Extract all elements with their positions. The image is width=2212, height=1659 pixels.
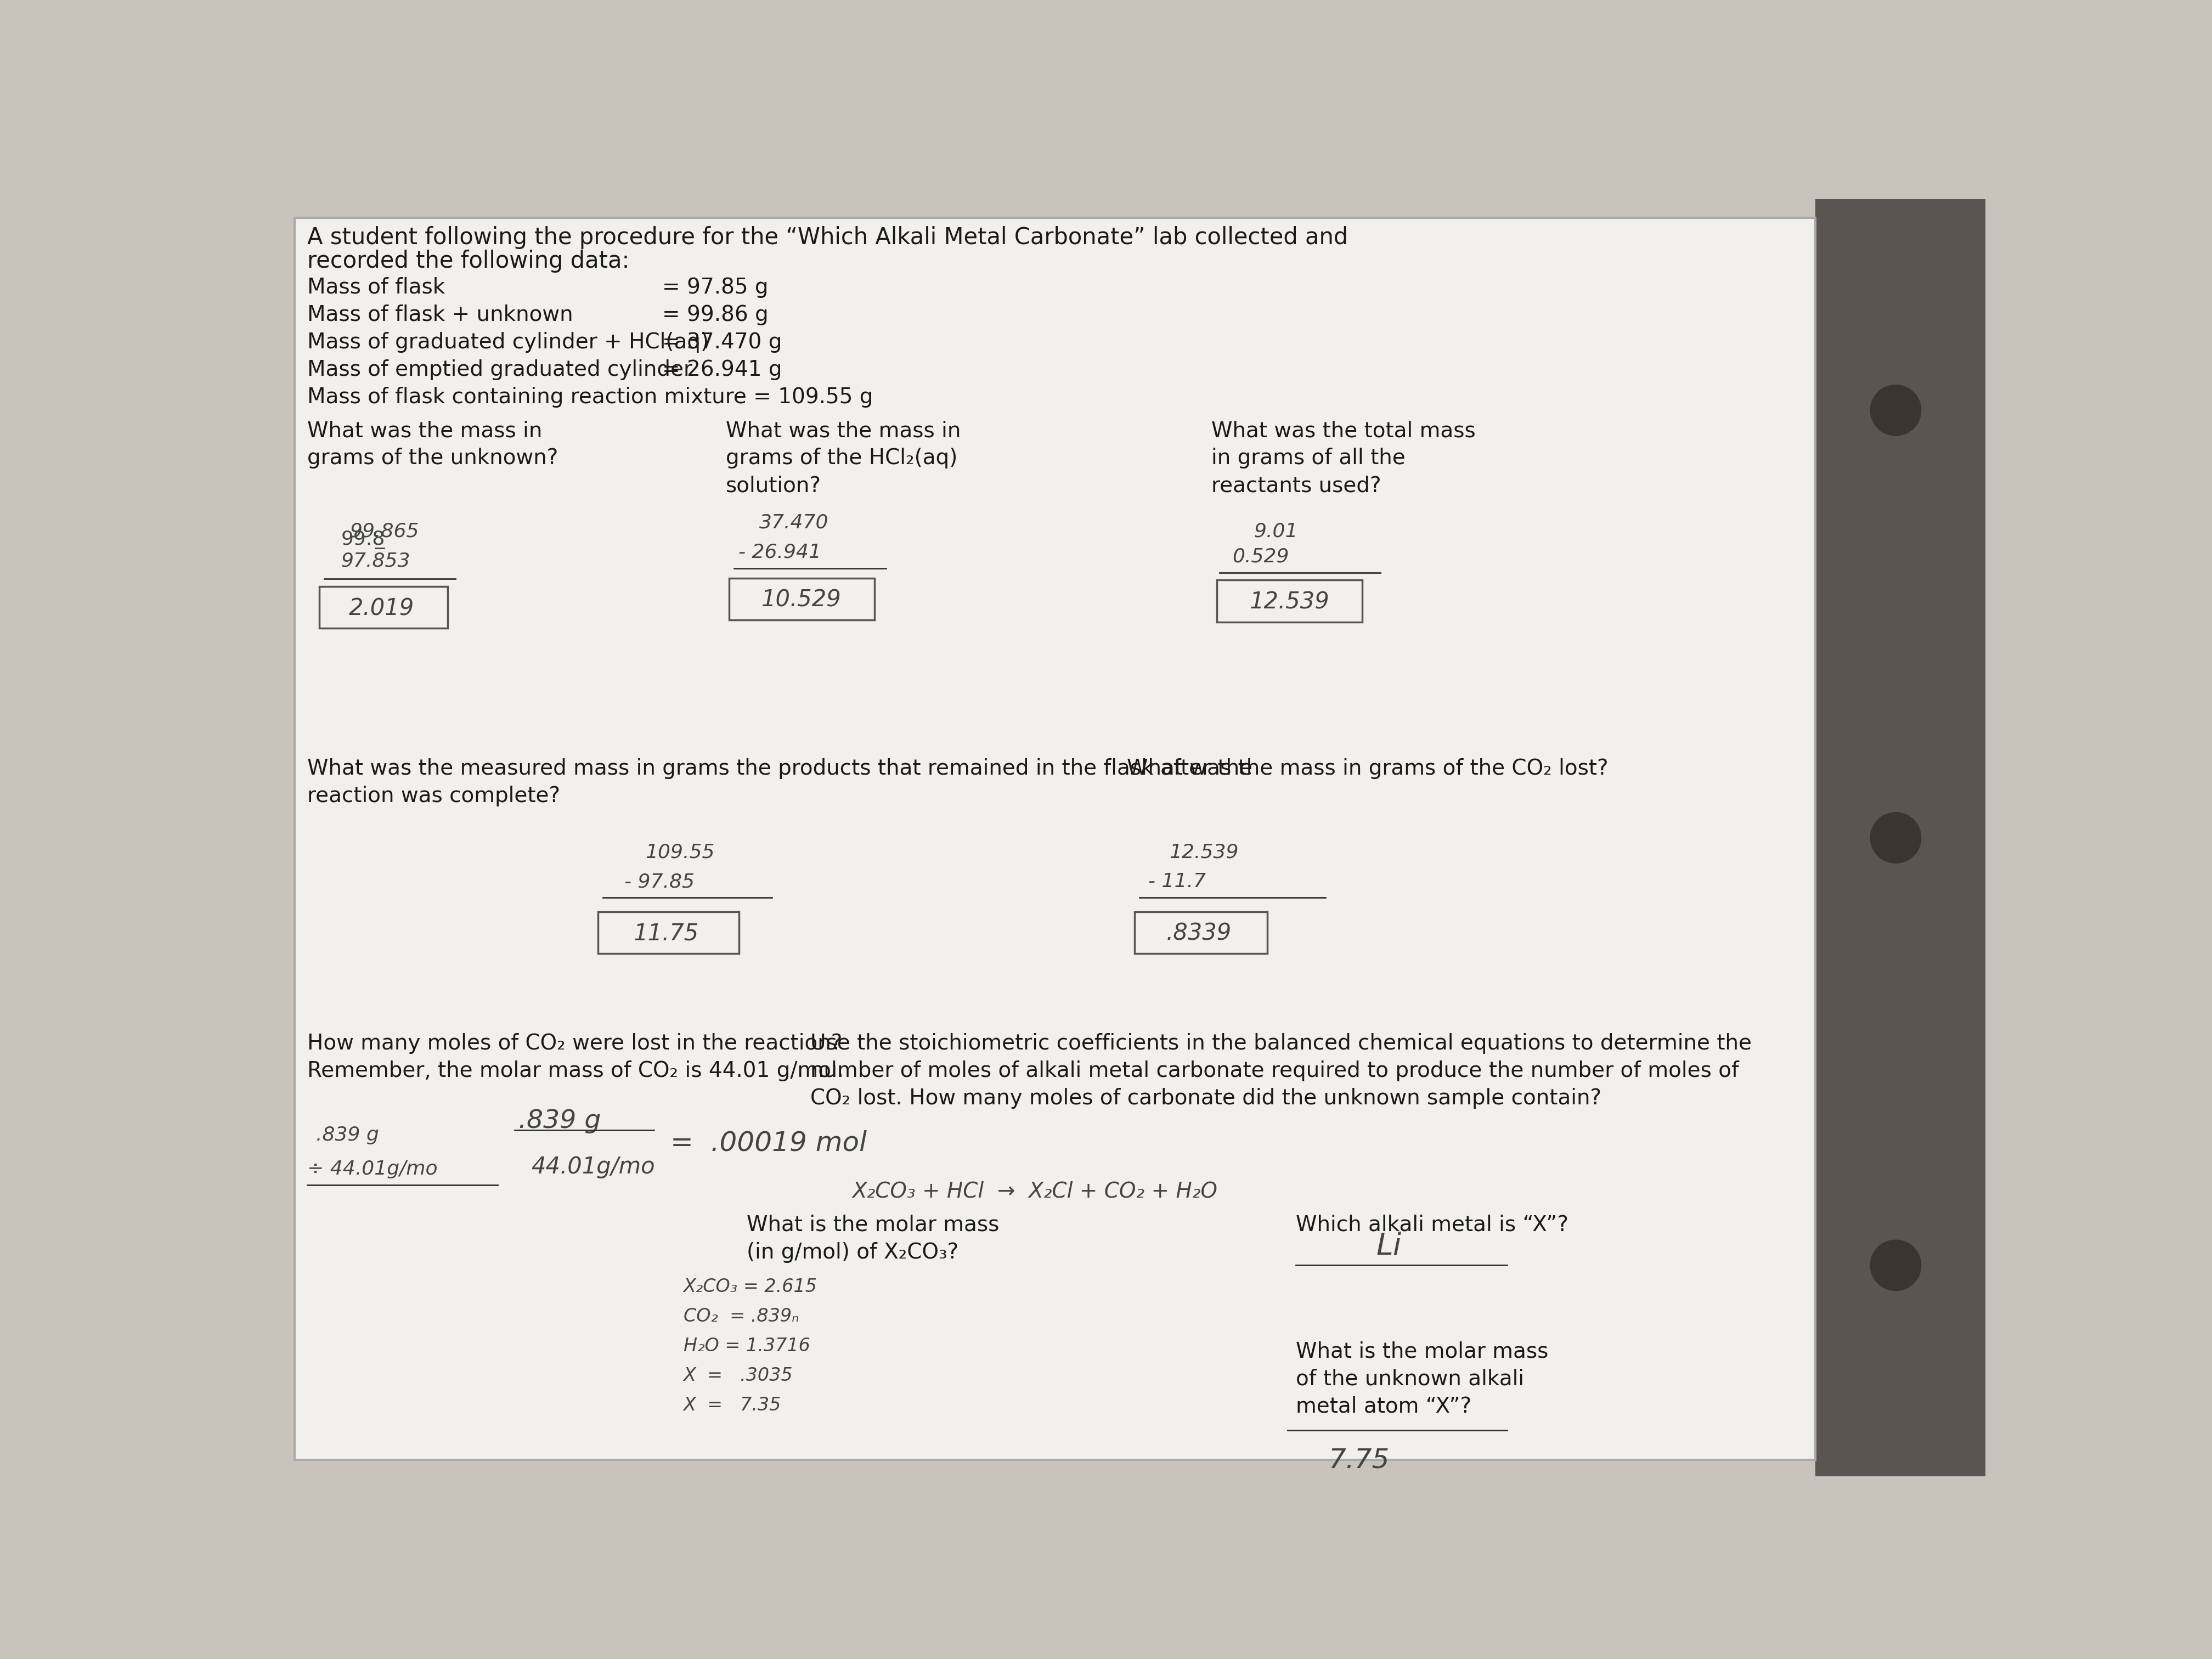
Text: 12.539: 12.539 <box>1170 843 1239 861</box>
Text: X₂CO₃ + HCl  →  X₂Cl + CO₂ + H₂O: X₂CO₃ + HCl → X₂Cl + CO₂ + H₂O <box>852 1181 1217 1201</box>
Text: 0.529: 0.529 <box>1232 547 1290 566</box>
Text: What is the molar mass
of the unknown alkali
metal atom “X”?: What is the molar mass of the unknown al… <box>1296 1342 1548 1417</box>
Text: - 26.941: - 26.941 <box>739 542 821 562</box>
Text: Mass of emptied graduated cylinder: Mass of emptied graduated cylinder <box>307 360 692 380</box>
Text: - 11.7: - 11.7 <box>1148 873 1206 891</box>
Text: Which alkali metal is “X”?: Which alkali metal is “X”? <box>1296 1214 1568 1236</box>
Bar <box>294 217 1816 1460</box>
Text: = 37.470 g: = 37.470 g <box>661 332 783 353</box>
Text: 99.865: 99.865 <box>349 523 418 541</box>
Text: 12.539: 12.539 <box>1250 591 1329 614</box>
Text: 2.019: 2.019 <box>349 597 414 620</box>
Text: 10.529: 10.529 <box>761 589 841 612</box>
Text: What was the mass in
grams of the HCl₂(aq)
solution?: What was the mass in grams of the HCl₂(a… <box>726 420 960 496</box>
Circle shape <box>1871 813 1920 863</box>
Text: What was the mass in
grams of the unknown?: What was the mass in grams of the unknow… <box>307 420 557 469</box>
Text: H₂O = 1.3716: H₂O = 1.3716 <box>684 1337 810 1355</box>
Text: .8339: .8339 <box>1166 922 1232 946</box>
Text: Mass of graduated cylinder + HCl(aq): Mass of graduated cylinder + HCl(aq) <box>307 332 710 353</box>
Text: What is the molar mass
(in g/mol) of X₂CO₃?: What is the molar mass (in g/mol) of X₂C… <box>748 1214 1000 1262</box>
Text: 44.01g/mo: 44.01g/mo <box>531 1155 655 1178</box>
Text: X₂CO₃ = 2.615: X₂CO₃ = 2.615 <box>684 1277 816 1296</box>
Text: How many moles of CO₂ were lost in the reaction?
Remember, the molar mass of CO₂: How many moles of CO₂ were lost in the r… <box>307 1034 845 1082</box>
Text: 97.853: 97.853 <box>341 551 411 571</box>
Circle shape <box>1871 385 1920 436</box>
Text: Mass of flask containing reaction mixture = 109.55 g: Mass of flask containing reaction mixtur… <box>307 387 874 408</box>
Text: 109.55: 109.55 <box>646 843 714 861</box>
Circle shape <box>1871 1239 1920 1291</box>
Text: X  =   7.35: X = 7.35 <box>684 1397 781 1415</box>
Text: 9.01: 9.01 <box>1254 523 1298 541</box>
Bar <box>1816 199 1984 1477</box>
Text: CO₂  = .839ₙ: CO₂ = .839ₙ <box>684 1307 799 1326</box>
Text: = 99.86 g: = 99.86 g <box>661 304 768 325</box>
Text: Li: Li <box>1376 1231 1402 1261</box>
Text: - 97.85: - 97.85 <box>624 873 695 891</box>
Text: A student following the procedure for the “Which Alkali Metal Carbonate” lab col: A student following the procedure for th… <box>307 226 1349 249</box>
Text: X  =   .3035: X = .3035 <box>684 1367 792 1385</box>
Text: =  .00019 mol: = .00019 mol <box>670 1130 867 1156</box>
Text: recorded the following data:: recorded the following data: <box>307 249 630 272</box>
Text: .839 g: .839 g <box>518 1108 602 1133</box>
Text: ÷ 44.01g/mo: ÷ 44.01g/mo <box>307 1160 438 1178</box>
Text: 11.75: 11.75 <box>633 922 699 946</box>
Text: .839 g: .839 g <box>316 1126 378 1145</box>
Text: 99.8̲̲̲̲̲̲̲̲̲̲̲̲̲̲̲̲: 99.8̲̲̲̲̲̲̲̲̲̲̲̲̲̲̲̲ <box>341 531 385 549</box>
Text: Use the stoichiometric coefficients in the balanced chemical equations to determ: Use the stoichiometric coefficients in t… <box>810 1034 1752 1108</box>
Text: = 97.85 g: = 97.85 g <box>661 277 768 297</box>
Text: What was the total mass
in grams of all the
reactants used?: What was the total mass in grams of all … <box>1212 420 1475 496</box>
Text: 37.470: 37.470 <box>759 513 830 533</box>
Text: = 26.941 g: = 26.941 g <box>661 360 783 380</box>
Text: 7.75: 7.75 <box>1329 1447 1389 1473</box>
Text: Mass of flask + unknown: Mass of flask + unknown <box>307 304 573 325</box>
Text: Mass of flask: Mass of flask <box>307 277 445 297</box>
Text: What was the mass in grams of the CO₂ lost?: What was the mass in grams of the CO₂ lo… <box>1126 758 1608 780</box>
Text: What was the measured mass in grams the products that remained in the flask afte: What was the measured mass in grams the … <box>307 758 1252 806</box>
